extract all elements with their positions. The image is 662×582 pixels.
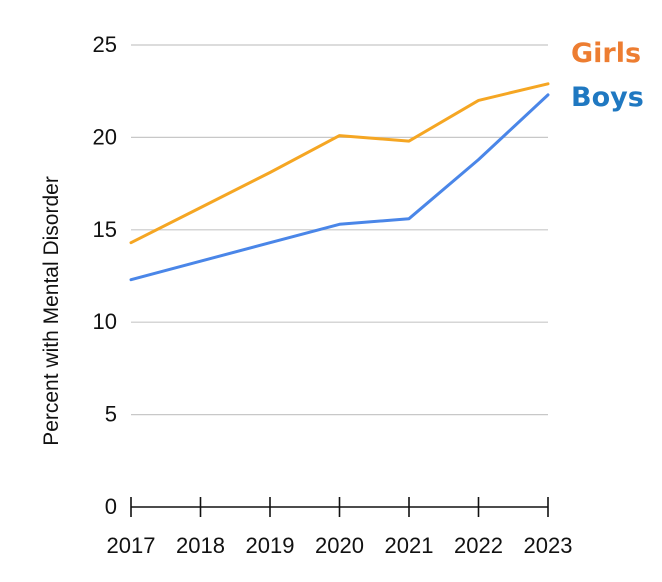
series-lines: [129, 82, 550, 282]
axes: [130, 497, 549, 517]
y-tick-label: 25: [93, 32, 117, 57]
legend-label-girls: Girls: [571, 38, 641, 69]
series-line-boys: [129, 93, 550, 282]
y-axis-title: Percent with Mental Disorder: [40, 176, 63, 446]
y-tick-labels: 0 5 10 15 20 25: [93, 32, 117, 519]
x-tick-label: 2019: [246, 533, 295, 558]
series-line-girls: [129, 82, 550, 245]
x-tick-label: 2022: [454, 533, 503, 558]
legend-label-boys: Boys: [571, 82, 644, 113]
y-tick-label: 20: [93, 124, 117, 149]
y-tick-label: 15: [93, 217, 117, 242]
gridlines: [131, 44, 548, 416]
x-tick-labels: 2017 2018 2019 2020 2021 2022 2023: [107, 533, 573, 558]
y-tick-label: 5: [105, 402, 117, 427]
x-tick-label: 2023: [524, 533, 573, 558]
x-tick-label: 2018: [176, 533, 225, 558]
x-tick-label: 2017: [107, 533, 156, 558]
x-tick-label: 2021: [385, 533, 434, 558]
legend: Girls Boys: [571, 38, 644, 113]
y-tick-label: 10: [93, 309, 117, 334]
x-tick-label: 2020: [315, 533, 364, 558]
y-tick-label: 0: [105, 494, 117, 519]
